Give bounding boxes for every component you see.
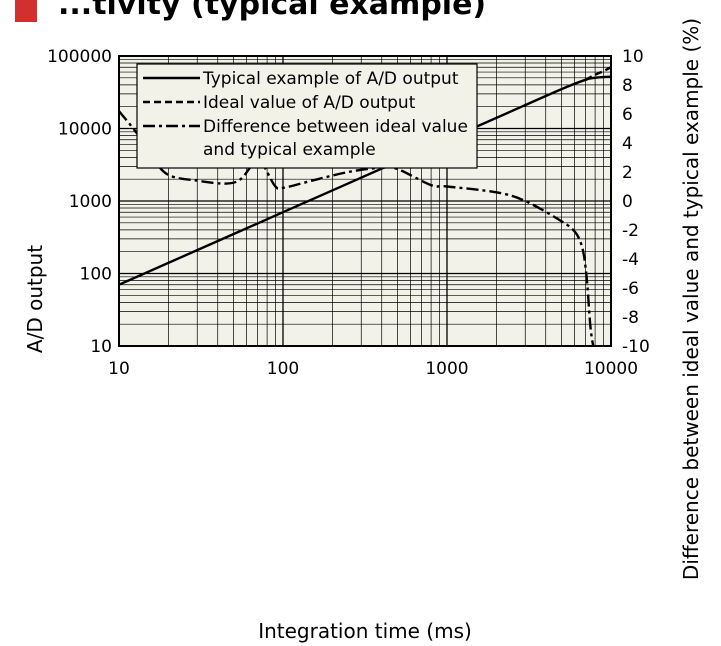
x-tick-label: 10 [108,359,130,379]
y-left-tick-label: 100 [80,265,112,285]
y-right-tick-label: 8 [622,76,633,96]
y-right-tick-label: 0 [622,192,633,212]
y-right-tick-label: 2 [622,163,633,183]
legend-label-difference-line1: Difference between ideal value [203,117,468,137]
series-line-ideal [585,66,612,81]
legend-label-typical: Typical example of A/D output [202,69,459,89]
legend-box [136,63,478,169]
y-right-tick-label: -10 [622,337,650,357]
x-axis-title: Integration time (ms) [258,619,472,643]
series-line-typical [118,75,612,286]
title-marker-icon [15,0,37,22]
plot-frame [118,55,612,347]
x-tick-label: 1000 [425,359,468,379]
y-right-tick-label: 4 [622,134,633,154]
y-left-axis-title: A/D output [23,245,47,353]
x-tick-label: 10000 [584,359,638,379]
y-right-tick-label: -4 [622,250,639,270]
y-right-axis-title: Difference between ideal value and typic… [679,18,703,580]
tick-labels: 10 100 1000 1000010100100010000100000-10-8-… [47,47,650,379]
legend-label-difference-line2: and typical example [203,140,376,160]
y-left-tick-label: 10 [90,337,112,357]
y-left-tick-label: 10000 [58,120,112,140]
legend-label-ideal: Ideal value of A/D output [203,93,416,113]
y-right-tick-label: -2 [622,221,639,241]
y-right-tick-label: 6 [622,105,633,125]
y-right-tick-label: -8 [622,308,639,328]
legend: Typical example of A/D output Ideal valu… [136,63,478,169]
y-right-tick-label: -6 [622,279,639,299]
chart-title: ...tivity (typical example) [58,0,486,22]
y-left-tick-label: 1000 [69,192,112,212]
y-right-tick-label: 10 [622,47,644,67]
y-left-tick-label: 100000 [47,47,112,67]
x-tick-label: 100 [267,359,299,379]
